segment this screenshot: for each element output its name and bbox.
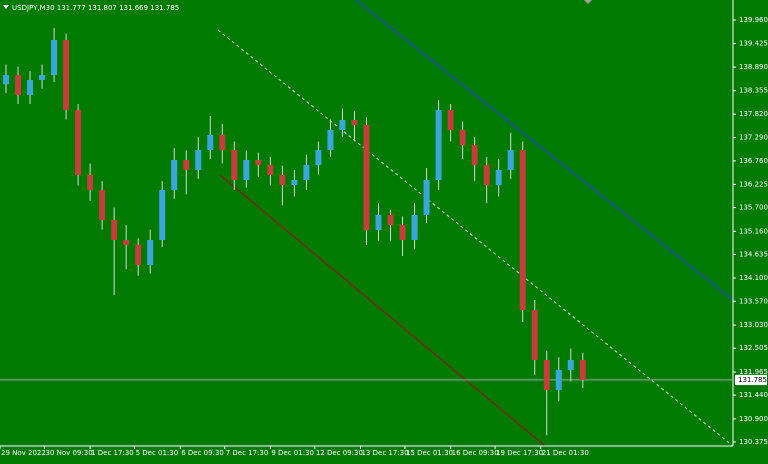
candle-body [423, 179, 430, 215]
candle-body [231, 150, 238, 180]
y-tick-label: 135.700 [739, 204, 768, 212]
y-tick-label: 136.225 [739, 180, 768, 188]
candle-body [555, 369, 562, 390]
candle-body [147, 239, 154, 266]
candle-body [63, 39, 70, 110]
x-tick-label: 16 Dec 09:30 [452, 449, 499, 457]
candle-body [327, 130, 334, 151]
y-tick-label: 135.160 [739, 227, 768, 235]
candle-body [579, 359, 586, 380]
candle-body [411, 214, 418, 240]
candle-body [87, 175, 94, 190]
candle-body [123, 239, 130, 245]
candle-body [315, 150, 322, 165]
last-price-label: 131.785 [738, 376, 767, 384]
y-tick-label: 136.760 [739, 157, 768, 165]
y-tick-label: 134.100 [739, 274, 768, 282]
y-tick-label: 137.820 [739, 110, 768, 118]
y-tick-label: 139.425 [739, 40, 768, 48]
candle-body [183, 159, 190, 170]
candle-body [303, 164, 310, 180]
x-tick-label: 19 Dec 17:30 [496, 449, 543, 457]
candle-body [291, 179, 298, 186]
x-tick-label: 29 Nov 2022 [1, 449, 46, 457]
y-tick-label: 131.965 [739, 368, 768, 376]
candle-body [483, 164, 490, 186]
candle-body [567, 359, 574, 370]
x-tick-label: 15 Dec 01:30 [406, 449, 453, 457]
menu-arrow[interactable] [3, 5, 9, 9]
candle-body [447, 109, 454, 131]
last-price-box [735, 374, 767, 385]
y-tick-label: 139.960 [739, 16, 768, 24]
y-tick-label: 138.355 [739, 87, 768, 95]
y-tick-label: 130.375 [739, 438, 768, 446]
candle-body [267, 164, 274, 176]
candle-body [207, 134, 214, 151]
x-tick-label: 13 Dec 17:30 [361, 449, 408, 457]
y-tick-label: 137.290 [739, 134, 768, 142]
candle-body [399, 224, 406, 240]
y-tick-label: 133.570 [739, 297, 768, 305]
candle-body [375, 214, 382, 231]
candle-body [195, 150, 202, 170]
candle-body [435, 109, 442, 180]
candle-body [27, 79, 34, 96]
candle-body [99, 189, 106, 221]
candle-body [507, 150, 514, 170]
x-tick-label: 30 Nov 09:30 [45, 449, 92, 457]
x-tick-label: 6 Dec 09:30 [181, 449, 224, 457]
candle-body [15, 74, 22, 96]
candle-body [171, 159, 178, 190]
candle-body [255, 159, 262, 165]
x-tick-label: 1 Dec 17:30 [91, 449, 134, 457]
x-tick-label: 9 Dec 01:30 [271, 449, 314, 457]
candle-body [543, 359, 550, 390]
candle-body [351, 119, 358, 125]
candle-body [3, 74, 10, 85]
y-tick-label: 138.890 [739, 63, 768, 71]
candle-body [519, 150, 526, 310]
candle-body [243, 159, 250, 180]
shift-marker [584, 0, 592, 4]
candle-body [51, 39, 58, 75]
candle-body [339, 119, 346, 131]
candle-body [279, 175, 286, 186]
candle-body [159, 189, 166, 240]
candle-body [111, 220, 118, 240]
y-tick-label: 131.440 [739, 391, 768, 399]
trend-line [355, 0, 734, 301]
candle-body [219, 134, 226, 151]
x-tick-label: 21 Dec 01:30 [542, 449, 589, 457]
channel-line [217, 29, 734, 447]
x-tick-label: 7 Dec 17:30 [226, 449, 269, 457]
candle-body [75, 109, 82, 176]
candle-body [531, 309, 538, 360]
x-tick-label: 12 Dec 09:30 [316, 449, 363, 457]
candle-body [387, 214, 394, 225]
y-tick-label: 132.505 [739, 344, 768, 352]
chart-title: USDJPY,M30 131.777 131.807 131.669 131.7… [12, 4, 179, 12]
y-tick-label: 133.030 [739, 321, 768, 329]
y-tick-label: 130.900 [739, 415, 768, 423]
y-tick-label: 134.635 [739, 250, 768, 258]
candle-body [39, 74, 46, 80]
candle-body [495, 169, 502, 186]
candle-body [459, 130, 466, 145]
candle-body [363, 124, 370, 231]
trend-line [219, 174, 546, 447]
candle-body [471, 144, 478, 165]
x-tick-label: 5 Dec 01:30 [136, 449, 179, 457]
candle-body [135, 244, 142, 266]
